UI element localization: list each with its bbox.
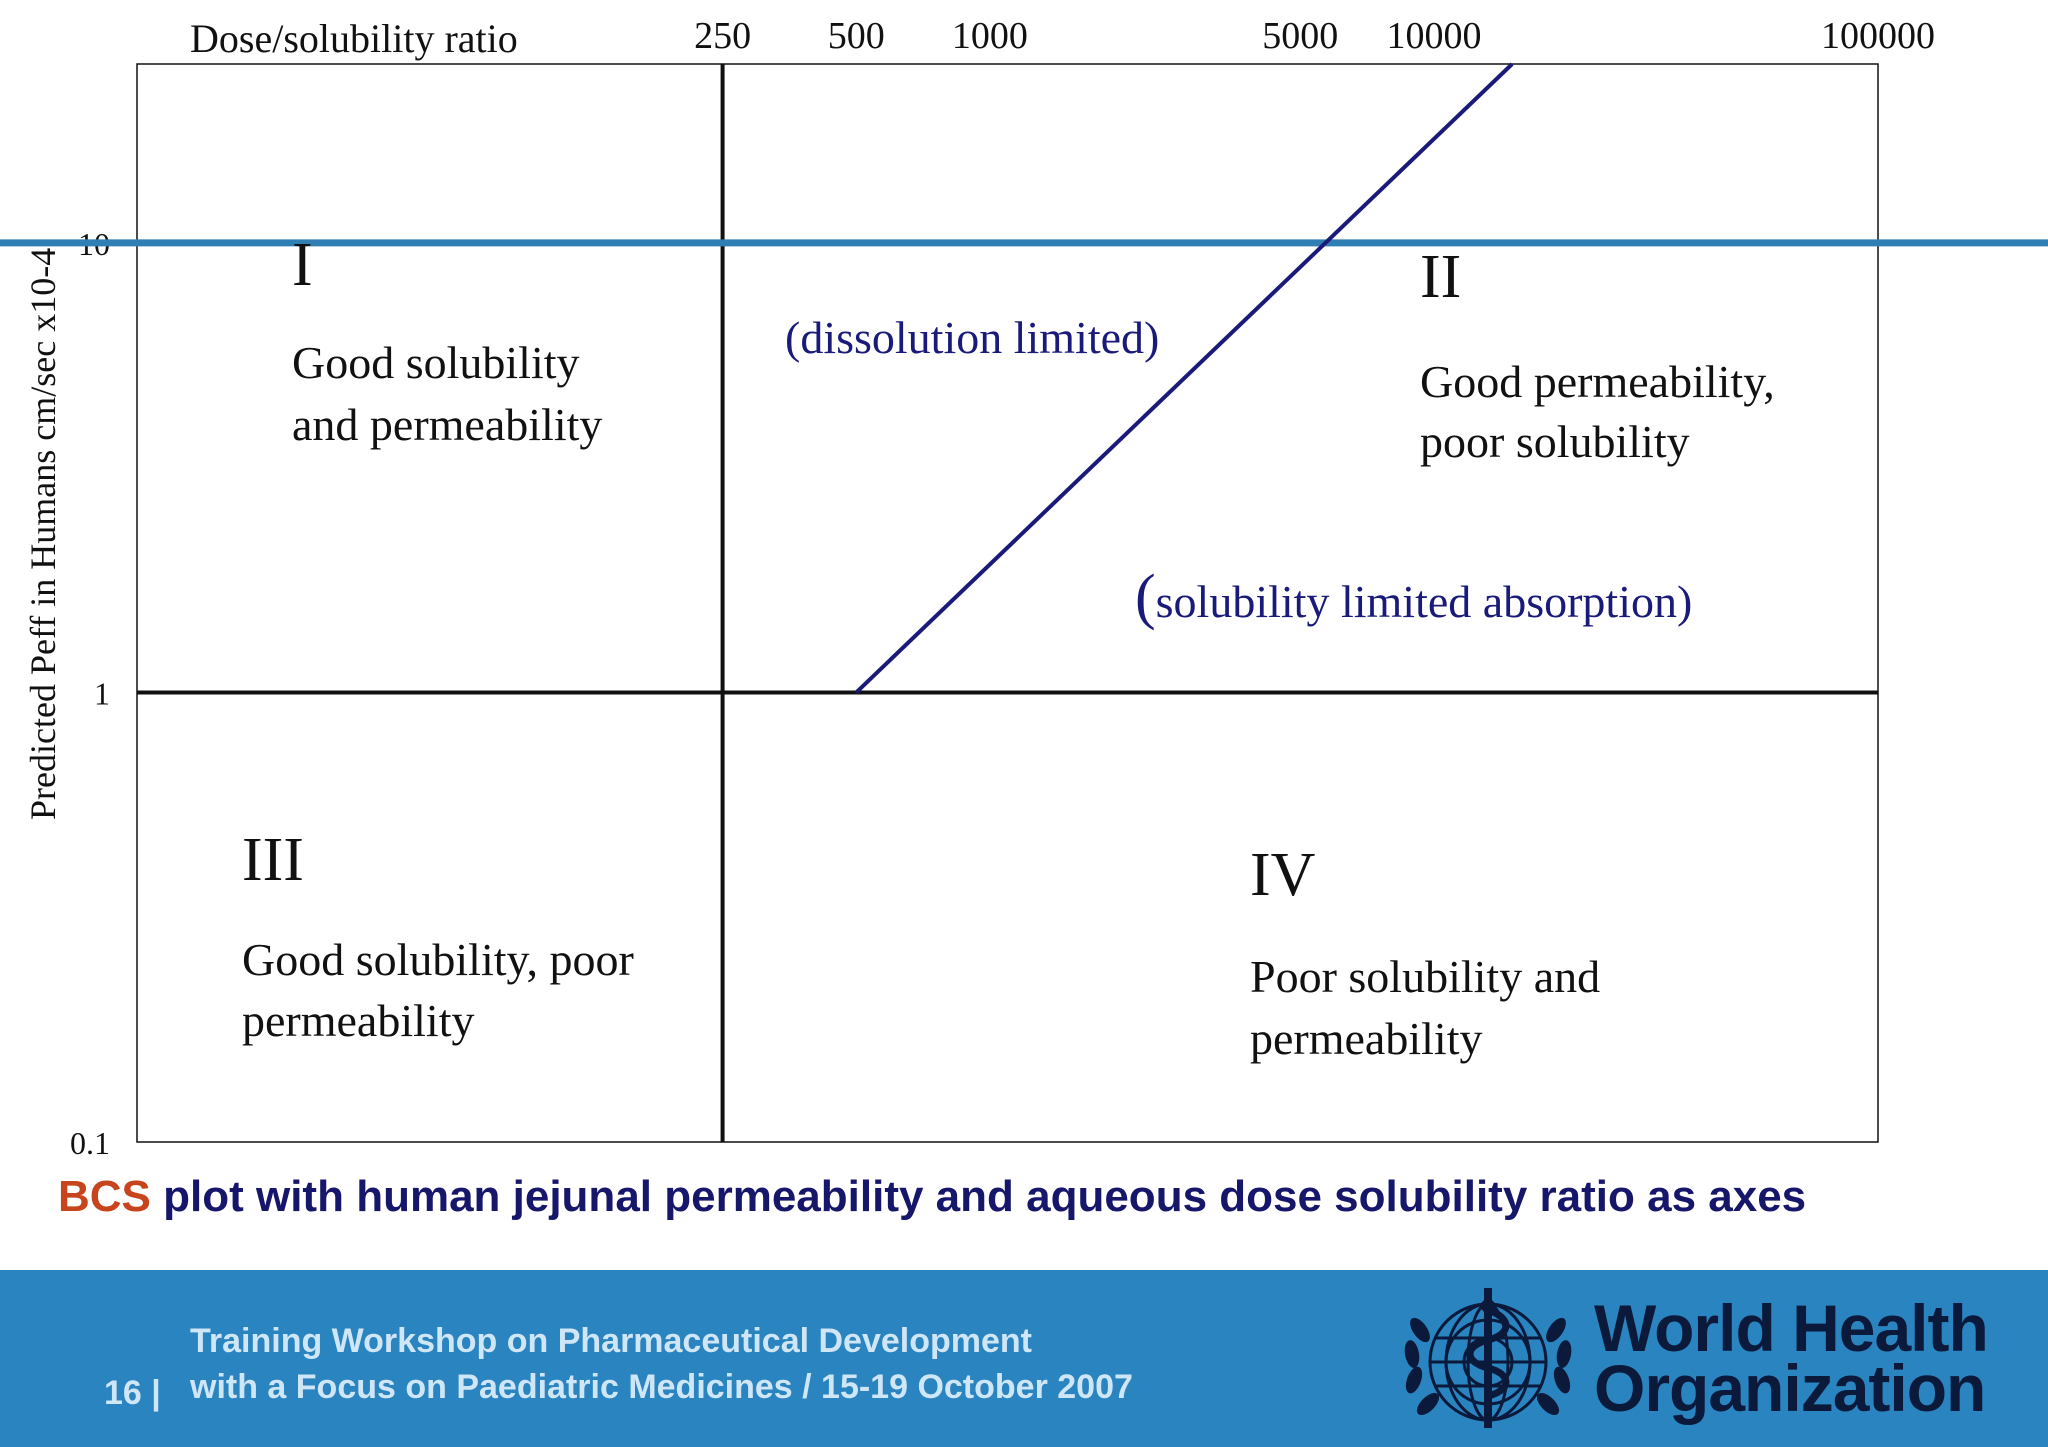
who-emblem-icon [1404, 1288, 1572, 1428]
quadrant-iii-numeral: III [242, 826, 304, 894]
who-name-line-2: Organization [1594, 1351, 1986, 1425]
quadrant-ii-desc-line-2: poor solubility [1420, 416, 1690, 467]
x-tick-label: 1000 [952, 15, 1028, 57]
quadrant-iii-desc-line-1: Good solubility, poor [242, 934, 634, 985]
footer-bar: Training Workshop on Pharmaceutical Deve… [0, 1270, 2048, 1447]
quadrant-i-desc-line-2: and permeability [292, 399, 602, 450]
x-tick-label: 10000 [1386, 15, 1481, 57]
caption-acronym: BCS [58, 1172, 151, 1221]
quadrant-iii-desc-line-2: permeability [242, 995, 474, 1046]
x-tick-label: 5000 [1262, 15, 1338, 57]
who-name-line-1: World Health [1594, 1291, 1989, 1365]
quadrant-ii-desc-line-1: Good permeability, [1420, 356, 1775, 407]
diagonal-limit-line [854, 62, 1514, 694]
x-tick-label: 100000 [1821, 15, 1935, 57]
quadrant-iv-desc-line-2: permeability [1250, 1013, 1482, 1064]
quadrant-iv-desc-line-1: Poor solubility and [1250, 951, 1600, 1002]
x-axis-label: Dose/solubility ratio [190, 16, 518, 61]
footer-text: Training Workshop on Pharmaceutical Deve… [190, 1318, 1133, 1410]
caption: BCS plot with human jejunal permeability… [58, 1163, 1988, 1231]
quadrant-iv-numeral: IV [1250, 841, 1316, 909]
page-number: 16 | [104, 1374, 161, 1412]
y-tick-label: 0.1 [70, 1125, 110, 1161]
plot-frame [136, 63, 1879, 1143]
quadrant-ii-numeral: II [1420, 243, 1461, 311]
y-tick-label: 1 [94, 675, 110, 711]
solubility-note-text: solubility limited absorption) [1156, 576, 1693, 627]
quadrant-i-numeral: I [292, 231, 313, 299]
caption-text: plot with human jejunal permeability and… [150, 1172, 1807, 1221]
x-tick-label: 250 [694, 15, 751, 57]
dissolution-limited-note: (dissolution limited) [785, 312, 1159, 363]
solubility-limited-note: (solubility limited absorption) [1135, 563, 1692, 631]
footer-line-2: with a Focus on Paediatric Medicines / 1… [190, 1368, 1133, 1406]
footer-line-1: Training Workshop on Pharmaceutical Deve… [190, 1322, 1032, 1360]
who-logo-text: World Health Organization [1594, 1291, 1989, 1425]
y-axis-label: Predicted Peff in Humans cm/sec x10-4 [23, 248, 63, 820]
solubility-note-paren: ( [1135, 563, 1156, 631]
quadrant-i-desc-line-1: Good solubility [292, 337, 580, 388]
x-tick-label: 500 [828, 15, 885, 57]
